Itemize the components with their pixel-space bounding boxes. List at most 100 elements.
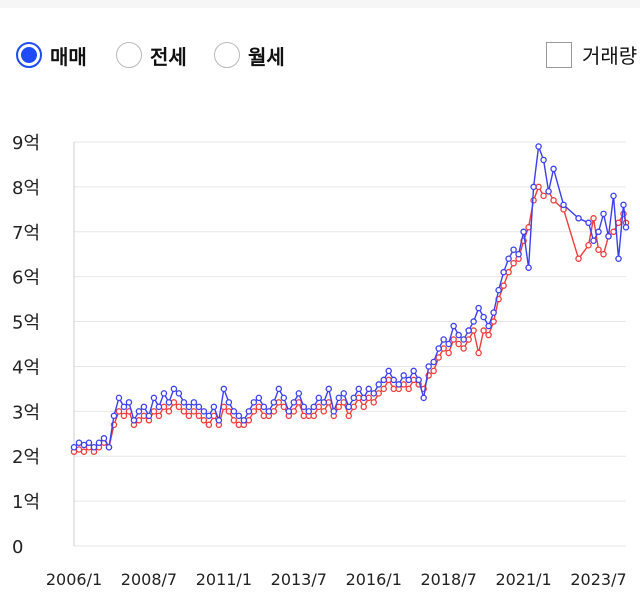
radio-monthly-rent-label: 월세 bbox=[248, 44, 285, 69]
data-point bbox=[205, 421, 213, 429]
y-tick-label: 2억 bbox=[12, 447, 40, 468]
x-tick-label: 2013/7 bbox=[271, 570, 327, 589]
data-point bbox=[410, 367, 417, 375]
data-point bbox=[605, 233, 612, 240]
data-point bbox=[370, 399, 377, 406]
data-point bbox=[330, 408, 338, 415]
data-point bbox=[360, 403, 367, 411]
data-point bbox=[75, 439, 83, 447]
data-point bbox=[510, 246, 517, 253]
data-point bbox=[200, 417, 208, 424]
chart-panel bbox=[0, 8, 640, 595]
data-point bbox=[230, 417, 238, 424]
data-point bbox=[225, 399, 233, 406]
data-point bbox=[85, 439, 93, 447]
data-point bbox=[245, 408, 253, 415]
data-point bbox=[175, 403, 183, 411]
data-point bbox=[475, 304, 482, 312]
data-point bbox=[140, 403, 148, 411]
data-point bbox=[320, 399, 328, 406]
data-point bbox=[355, 385, 362, 393]
volume-checkbox-box[interactable] bbox=[546, 41, 572, 68]
radio-monthly-rent-indicator[interactable] bbox=[214, 42, 240, 68]
data-point bbox=[170, 385, 178, 393]
data-point bbox=[70, 443, 78, 451]
radio-sale[interactable]: 매매 bbox=[16, 38, 87, 72]
data-point bbox=[320, 408, 328, 415]
data-point bbox=[615, 255, 622, 262]
data-point bbox=[470, 318, 477, 325]
data-point bbox=[460, 345, 467, 352]
data-point bbox=[110, 412, 118, 420]
data-point bbox=[590, 237, 597, 245]
data-point bbox=[550, 165, 557, 173]
data-point bbox=[520, 228, 527, 236]
data-point bbox=[290, 399, 298, 406]
data-point bbox=[180, 408, 188, 415]
x-tick-label: 2018/7 bbox=[421, 570, 477, 589]
data-point bbox=[155, 403, 163, 411]
y-tick-label: 7억 bbox=[12, 223, 40, 244]
data-point bbox=[360, 394, 367, 402]
data-point bbox=[622, 224, 630, 231]
data-point bbox=[610, 228, 617, 236]
data-point bbox=[370, 390, 377, 397]
data-point bbox=[380, 376, 387, 384]
y-tick-label: 0 bbox=[12, 537, 23, 558]
data-point bbox=[275, 385, 283, 393]
data-point bbox=[460, 336, 467, 343]
radio-jeonse-indicator[interactable] bbox=[116, 42, 142, 68]
data-point bbox=[450, 336, 457, 343]
data-point bbox=[500, 282, 507, 289]
data-point bbox=[235, 412, 243, 420]
data-point bbox=[80, 448, 88, 455]
data-point bbox=[350, 394, 357, 402]
data-point bbox=[610, 192, 617, 200]
data-point bbox=[445, 349, 452, 357]
data-point bbox=[385, 367, 392, 375]
data-point bbox=[335, 403, 343, 411]
data-point bbox=[485, 331, 492, 339]
data-point bbox=[480, 313, 487, 321]
data-point bbox=[115, 408, 123, 415]
data-point bbox=[405, 376, 412, 384]
data-point bbox=[535, 143, 542, 150]
data-point bbox=[540, 156, 547, 164]
data-point bbox=[455, 340, 462, 348]
radio-monthly-rent[interactable]: 월세 bbox=[214, 38, 285, 72]
data-point bbox=[375, 381, 382, 388]
data-point bbox=[280, 403, 288, 411]
data-point bbox=[185, 403, 193, 411]
data-point bbox=[195, 403, 203, 411]
data-point bbox=[545, 188, 552, 195]
data-point bbox=[120, 403, 128, 411]
data-point bbox=[575, 215, 582, 222]
data-point bbox=[505, 255, 512, 262]
data-point bbox=[190, 408, 198, 415]
y-tick-label: 8억 bbox=[12, 178, 40, 199]
data-point bbox=[335, 394, 343, 402]
data-point bbox=[530, 197, 537, 204]
radio-sale-indicator[interactable] bbox=[16, 42, 42, 68]
data-point bbox=[465, 327, 472, 334]
data-point bbox=[310, 403, 318, 411]
data-point bbox=[365, 385, 372, 393]
series-line bbox=[73, 146, 627, 450]
data-point bbox=[295, 390, 303, 397]
data-point bbox=[260, 403, 268, 411]
data-point bbox=[415, 376, 422, 384]
data-point bbox=[490, 318, 497, 325]
data-point bbox=[75, 446, 83, 453]
data-point bbox=[150, 394, 158, 402]
data-point bbox=[125, 399, 133, 406]
data-point bbox=[195, 412, 203, 420]
transaction-type-controls: 매매 전세 월세 거래량 bbox=[16, 38, 640, 72]
volume-checkbox[interactable]: 거래량 bbox=[546, 40, 637, 69]
volume-checkbox-label: 거래량 bbox=[582, 44, 638, 68]
data-point bbox=[160, 390, 168, 397]
data-point bbox=[590, 215, 597, 222]
radio-jeonse[interactable]: 전세 bbox=[116, 38, 187, 72]
data-point bbox=[550, 197, 557, 204]
data-point bbox=[240, 417, 248, 424]
